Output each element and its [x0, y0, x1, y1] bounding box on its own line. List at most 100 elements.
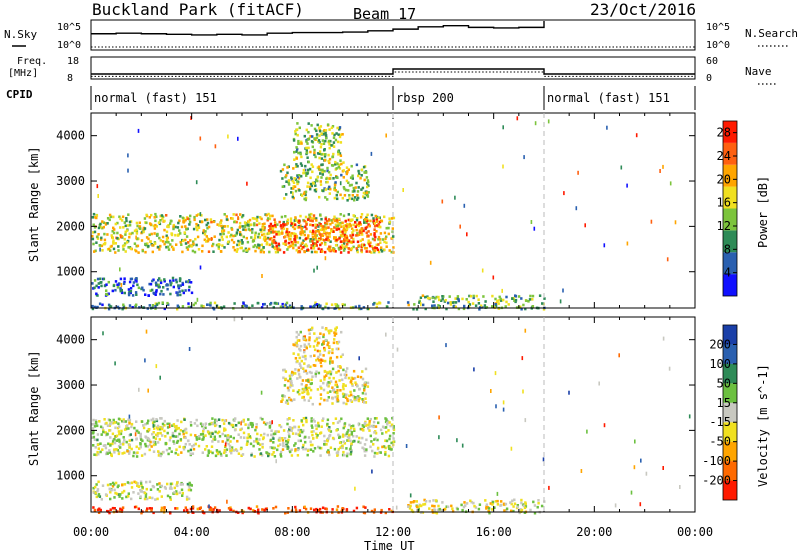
echo-region-near-range	[91, 276, 194, 297]
colorbar-segment	[723, 121, 737, 143]
colorbar-tick-label: 24	[717, 149, 731, 163]
freq-series-line	[91, 68, 695, 75]
colorbar-tick-label: -15	[709, 415, 731, 429]
nsky-tick-high: 10^5	[57, 22, 81, 33]
colorbar-tick-label: 100	[709, 357, 731, 371]
ytick-label: 4000	[56, 129, 85, 143]
colorbar-segment	[723, 480, 737, 500]
echo-region-upper-arc	[280, 367, 370, 406]
beam-label: Beam 17	[353, 5, 416, 23]
nave-label: Nave	[745, 65, 772, 78]
ytick-label: 2000	[56, 219, 85, 233]
colorbar-segment	[723, 383, 737, 403]
mode-boundaries	[392, 113, 545, 512]
cpid-segment-label: rbsp 200	[396, 91, 454, 105]
freq-label: Freq.	[17, 56, 47, 67]
colorbar-segment	[723, 208, 737, 231]
colorbar-frame	[722, 324, 738, 501]
colorbar-segment	[723, 325, 737, 345]
nsky-tick-low: 10^0	[57, 40, 81, 51]
echo-region-rbsp-scatter	[407, 498, 546, 515]
date-label: 23/Oct/2016	[590, 0, 696, 19]
echo-region-enhanced-band	[267, 217, 383, 254]
freq-strip-frame	[90, 56, 696, 80]
power-echo-layer	[91, 116, 677, 311]
echo-region-near-range	[92, 480, 193, 501]
xtick-label: 04:00	[174, 525, 210, 539]
colorbar-tick-label: 28	[717, 126, 731, 140]
colorbar-segment	[723, 441, 737, 462]
colorbar-tick-label: 20	[717, 172, 731, 186]
nave-tick-low: 0	[706, 73, 712, 84]
colorbar-tick-label: 8	[724, 242, 731, 256]
echo-region-ground-scatter	[91, 301, 390, 311]
colorbar-segment	[723, 363, 737, 384]
station-title: Buckland Park (fitACF)	[92, 0, 304, 19]
nave-series-line	[91, 71, 695, 77]
xtick-label: 12:00	[375, 525, 411, 539]
nsky-series-line	[91, 21, 545, 36]
velocity-echo-layer	[91, 317, 691, 515]
time-axis-label: Time UT	[364, 539, 415, 553]
echo-region-upper-arc	[279, 163, 370, 202]
power-ylabel: Slant Range [km]	[27, 146, 41, 262]
colorbar-segment	[723, 252, 737, 275]
ytick-label: 2000	[56, 423, 85, 437]
nsky-strip: N.Sky 10^5 10^0 10^5 10^0 N.Search	[4, 19, 798, 51]
cpid-label: CPID	[6, 88, 33, 101]
nsearch-tick-high: 10^5	[706, 22, 730, 33]
power-panel: 1000 2000 3000 4000 Slant Range [km] 4 8 12 16…	[27, 112, 770, 311]
colorbar-segment	[723, 230, 737, 253]
velocity-colorbar-label: Velocity [m s^-1]	[756, 364, 770, 487]
freq-unit-label: [MHz]	[8, 68, 38, 79]
colorbar-segment	[723, 461, 737, 481]
freq-tick-high: 18	[67, 56, 79, 67]
colorbar-segment	[723, 164, 737, 187]
time-axis: 00:00 04:00 08:00 12:00 16:00 20:00 00:00	[73, 525, 713, 539]
echo-region-ground-scatter	[92, 505, 394, 515]
nave-tick-high: 60	[706, 56, 718, 67]
colorbar-tick-label: -50	[709, 435, 731, 449]
ytick-label: 3000	[56, 174, 85, 188]
xtick-label: 16:00	[476, 525, 512, 539]
xtick-label: 00:00	[677, 525, 713, 539]
freq-tick-low: 8	[67, 73, 73, 84]
colorbar-tick-label: -200	[702, 474, 731, 488]
xtick-label: 00:00	[73, 525, 109, 539]
cpid-row: CPID normal (fast) 151 rbsp 200 normal (fa…	[6, 86, 696, 110]
velocity-panel: 1000 2000 3000 4000 Slant Range [km] -200 -1…	[27, 316, 770, 515]
cpid-segment-label: normal (fast) 151	[94, 91, 217, 105]
colorbar-segment	[723, 142, 737, 165]
colorbar-frame	[722, 120, 738, 297]
echo-region-high-patch	[292, 122, 345, 166]
colorbar-tick-label: 12	[717, 219, 731, 233]
nsky-label: N.Sky	[4, 28, 37, 41]
velocity-ylabel: Slant Range [km]	[27, 350, 41, 466]
ytick-label: 1000	[56, 469, 85, 483]
freq-strip: Freq. [MHz] 18 8 60 0 Nave	[8, 56, 776, 85]
ytick-label: 3000	[56, 378, 85, 392]
colorbar-segment	[723, 344, 737, 364]
scatter-noise	[102, 317, 691, 510]
colorbar-tick-label: -100	[702, 454, 731, 468]
colorbar-tick-label: 200	[709, 337, 731, 351]
ytick-label: 1000	[56, 265, 85, 279]
colorbar-segment	[723, 402, 737, 423]
colorbar-tick-label: 15	[717, 396, 731, 410]
colorbar-tick-label: 16	[717, 196, 731, 210]
echo-region-main-band	[91, 416, 396, 458]
colorbar-tick-label: 50	[717, 376, 731, 390]
colorbar-segment	[723, 274, 737, 296]
cpid-segment-label: normal (fast) 151	[547, 91, 670, 105]
colorbar-segment	[723, 422, 737, 442]
scatter-noise	[96, 116, 677, 307]
nsearch-tick-low: 10^0	[706, 40, 730, 51]
xtick-label: 20:00	[576, 525, 612, 539]
nsky-strip-frame	[90, 19, 696, 51]
power-colorbar-label: Power [dB]	[756, 176, 770, 248]
ytick-label: 4000	[56, 333, 85, 347]
colorbar-tick-label: 4	[724, 266, 731, 280]
xtick-label: 08:00	[274, 525, 310, 539]
nsearch-label: N.Search	[745, 27, 798, 40]
